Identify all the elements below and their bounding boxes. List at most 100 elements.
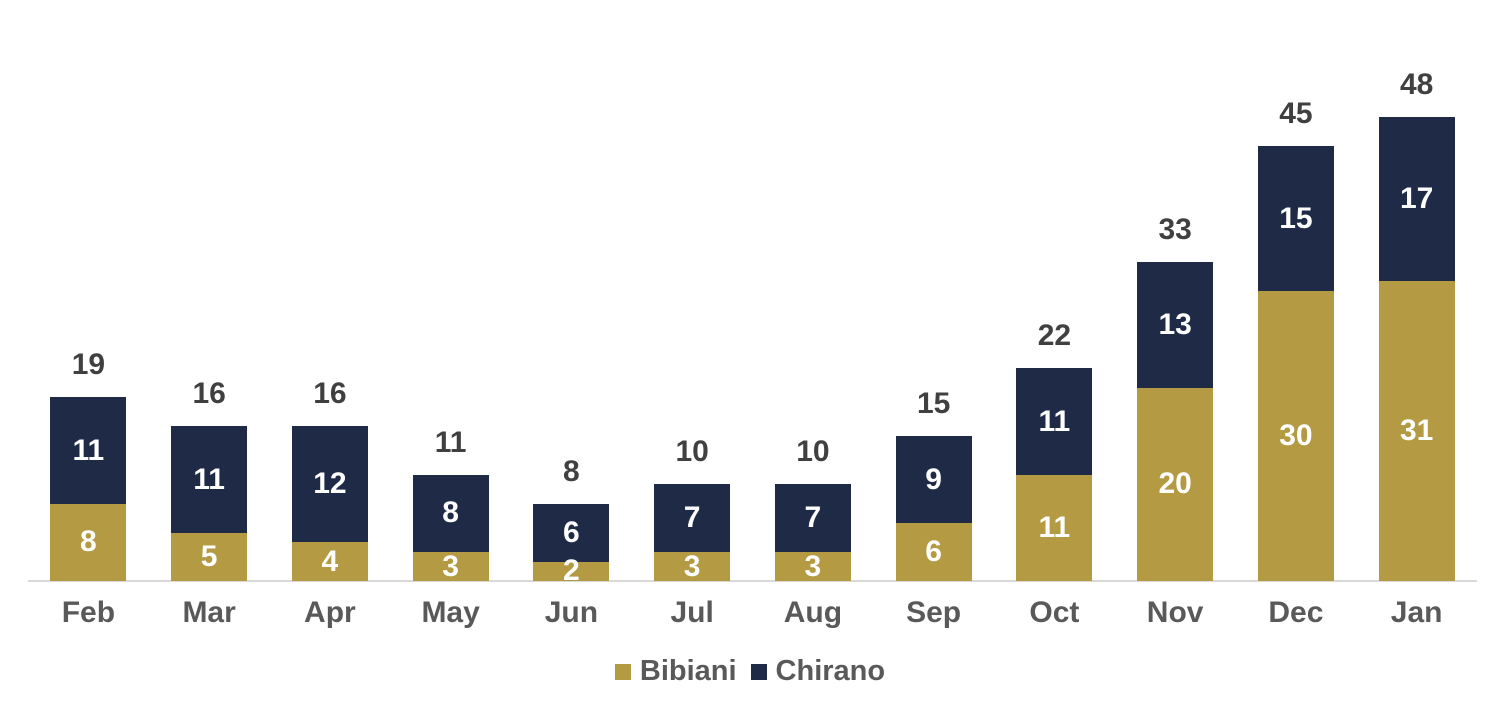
- x-axis-label-feb: Feb: [61, 596, 116, 629]
- x-axis-label-nov: Nov: [1146, 596, 1204, 629]
- bar: 11 11: [1016, 368, 1093, 581]
- bar-segment-bibiani: 6: [895, 523, 972, 581]
- segment-value-label: 3: [683, 549, 701, 583]
- segment-value-label: 13: [1158, 307, 1192, 341]
- x-axis-label-oct: Oct: [1029, 596, 1080, 629]
- bar-segment-bibiani: 5: [171, 532, 248, 581]
- bar-column: 48 17 31: [1356, 0, 1477, 581]
- x-axis-label-mar: Mar: [182, 596, 236, 629]
- bar-total-label: 45: [1279, 97, 1313, 130]
- bar-total-label: 8: [563, 454, 580, 488]
- bar: 17 31: [1378, 117, 1455, 581]
- bar-segment-chirano: 15: [1257, 146, 1334, 291]
- bar: 13 20: [1137, 262, 1214, 581]
- bar-column: 16 12 4: [270, 0, 391, 581]
- segment-value-label: 2: [563, 554, 580, 588]
- bar-total-label: 22: [1037, 319, 1072, 353]
- bar-total-label: 16: [313, 377, 347, 411]
- segment-value-label: 11: [193, 462, 225, 496]
- bar-column: 15 9 6: [873, 0, 994, 581]
- bar-segment-chirano: 13: [1137, 262, 1214, 388]
- segment-value-label: 9: [925, 462, 942, 496]
- x-axis-label-may: May: [421, 596, 480, 629]
- bar-total-label: 48: [1399, 68, 1434, 102]
- bar: 11 5: [171, 426, 248, 581]
- bar-total-label: 33: [1158, 213, 1192, 247]
- bar-segment-chirano: 7: [774, 484, 851, 552]
- bar-segment-bibiani: 2: [533, 556, 610, 586]
- bar-segment-bibiani: 30: [1257, 291, 1334, 581]
- legend-item-bibiani: Bibiani: [614, 657, 737, 686]
- bar-segment-bibiani: 3: [654, 549, 731, 583]
- bar-column: 22 11 11: [994, 0, 1115, 581]
- bar-segment-bibiani: 8: [50, 503, 127, 581]
- bar-column: 33 13 20: [1115, 0, 1236, 581]
- segment-value-label: 8: [442, 496, 459, 530]
- bar-segment-chirano: 7: [654, 484, 731, 552]
- segment-value-label: 11: [1038, 404, 1071, 438]
- bar-segment-chirano: 11: [50, 397, 127, 504]
- segment-value-label: 6: [563, 515, 580, 549]
- x-axis-label-jan: Jan: [1390, 596, 1443, 629]
- bar-total-label: 16: [192, 377, 226, 411]
- bar-segment-bibiani: 4: [291, 542, 368, 581]
- bar-column: 16 11 5: [149, 0, 270, 581]
- bar-column: 19 11 8: [28, 0, 149, 581]
- bar-segment-bibiani: 11: [1016, 474, 1093, 581]
- segment-value-label: 7: [683, 501, 701, 535]
- x-axis-label-sep: Sep: [906, 596, 962, 629]
- legend-label-chirano: Chirano: [775, 655, 886, 687]
- legend-swatch-bibiani-icon: [614, 663, 631, 680]
- bar-segment-chirano: 9: [895, 436, 972, 523]
- segment-value-label: 8: [80, 525, 97, 559]
- segment-value-label: 12: [313, 467, 347, 501]
- x-axis-line: [28, 580, 1477, 582]
- bar-segment-chirano: 11: [1016, 368, 1093, 475]
- bar-segment-bibiani: 3: [412, 551, 489, 581]
- segment-value-label: 6: [925, 535, 942, 568]
- segment-value-label: 5: [200, 539, 218, 573]
- bar-total-label: 10: [796, 435, 830, 469]
- segment-value-label: 3: [804, 549, 822, 583]
- bar-segment-bibiani: 3: [774, 549, 851, 583]
- bar-total-label: 10: [675, 435, 709, 469]
- bar-segment-chirano: 17: [1378, 117, 1455, 282]
- bar-total-label: 19: [71, 348, 106, 382]
- x-axis-label-apr: Apr: [304, 596, 356, 629]
- bar-column: 45 15 30: [1236, 0, 1357, 581]
- bar-segment-chirano: 12: [291, 426, 368, 543]
- bar-total-label: 15: [916, 387, 951, 420]
- bar-segment-chirano: 11: [171, 426, 248, 533]
- bar: 15 30: [1257, 146, 1334, 581]
- x-axis-label-aug: Aug: [783, 596, 843, 629]
- bar: 12 4: [291, 426, 368, 581]
- bar: 11 8: [50, 397, 127, 581]
- bar-segment-bibiani: 31: [1378, 281, 1455, 581]
- segment-value-label: 31: [1399, 414, 1434, 448]
- bar-column: 10 7 3: [632, 0, 753, 581]
- segment-value-label: 7: [804, 501, 822, 535]
- legend-swatch-chirano-icon: [750, 663, 767, 680]
- bar-column: 10 7 3: [753, 0, 874, 581]
- bar-total-label: 11: [434, 425, 467, 459]
- segment-value-label: 20: [1158, 467, 1192, 501]
- segment-value-label: 11: [1038, 510, 1071, 544]
- bar-column: 11 8 3: [390, 0, 511, 581]
- segment-value-label: 11: [72, 433, 105, 467]
- segment-value-label: 4: [321, 544, 339, 578]
- x-axis-label-jun: Jun: [544, 596, 599, 629]
- legend: Bibiani Chirano: [0, 657, 1500, 686]
- x-axis-label-jul: Jul: [670, 596, 714, 629]
- legend-item-chirano: Chirano: [750, 655, 886, 687]
- bar-segment-chirano: 6: [533, 503, 610, 562]
- x-axis-label-dec: Dec: [1268, 596, 1324, 629]
- x-axis-labels: Feb Mar Apr May Jun Jul Aug Sep Oct Nov Dec Jan: [28, 598, 1477, 628]
- segment-value-label: 15: [1279, 201, 1313, 235]
